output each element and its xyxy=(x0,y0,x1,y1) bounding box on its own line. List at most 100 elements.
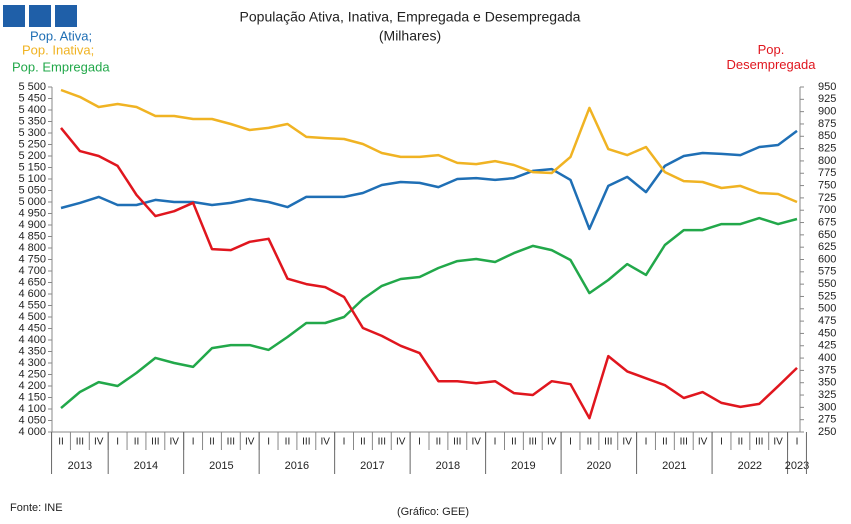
icon xyxy=(3,5,25,27)
year-label: 2015 xyxy=(209,460,233,472)
series-line xyxy=(60,127,798,420)
x-tick-label: IV xyxy=(471,437,481,448)
y-tick-label: 5 500 xyxy=(18,81,46,93)
y2-tick-label: 275 xyxy=(818,414,836,426)
y-tick-label: 4 500 xyxy=(18,311,46,323)
year-label: 2021 xyxy=(662,460,686,472)
y-tick-label: 4 450 xyxy=(18,322,46,334)
x-tick-label: II xyxy=(511,437,517,448)
y2-tick-label: 625 xyxy=(818,241,836,253)
y2-tick-label: 725 xyxy=(818,192,836,204)
y-tick-label: 5 350 xyxy=(18,115,46,127)
x-tick-label: II xyxy=(587,437,593,448)
y-tick-label: 5 050 xyxy=(18,184,46,196)
year-label: 2014 xyxy=(134,460,158,472)
y-tick-label: 4 000 xyxy=(18,426,46,438)
x-tick-label: IV xyxy=(773,437,783,448)
y-tick-label: 4 850 xyxy=(18,230,46,242)
year-label: 2018 xyxy=(436,460,460,472)
x-tick-label: IV xyxy=(320,437,330,448)
y2-tick-label: 950 xyxy=(818,81,836,93)
y2-tick-label: 650 xyxy=(818,229,836,241)
chart-subtitle: (Milhares) xyxy=(379,28,441,44)
x-tick-label: II xyxy=(738,437,744,448)
y2-tick-label: 525 xyxy=(818,290,836,302)
y-tick-label: 5 150 xyxy=(18,161,46,173)
x-tick-label: II xyxy=(662,437,668,448)
year-label: 2020 xyxy=(587,460,611,472)
y2-tick-label: 300 xyxy=(818,401,836,413)
y2-tick-label: 425 xyxy=(818,340,836,352)
x-tick-label: IV xyxy=(698,437,708,448)
legend-label: Pop. Ativa; xyxy=(30,28,92,43)
y2-tick-label: 350 xyxy=(818,377,836,389)
y2-series-label: Pop. Desempregada xyxy=(726,42,816,72)
y-tick-label: 4 800 xyxy=(18,242,46,254)
x-tick-label: II xyxy=(58,437,64,448)
y-tick-label: 4 300 xyxy=(18,357,46,369)
y2-tick-label: 875 xyxy=(818,118,836,130)
x-tick-label: I xyxy=(494,437,497,448)
y-tick-label: 4 350 xyxy=(18,345,46,357)
y-tick-label: 4 900 xyxy=(18,219,46,231)
y2-tick-label: 400 xyxy=(818,352,836,364)
chart-title: População Ativa, Inativa, Empregada e De… xyxy=(240,9,581,25)
x-tick-label: IV xyxy=(94,437,104,448)
x-tick-label: I xyxy=(267,437,270,448)
y-tick-label: 4 200 xyxy=(18,380,46,392)
x-tick-label: IV xyxy=(245,437,255,448)
x-tick-label: I xyxy=(418,437,421,448)
x-tick-label: I xyxy=(116,437,119,448)
y2-tick-label: 800 xyxy=(818,155,836,167)
y2-tick-label: 575 xyxy=(818,266,836,278)
credit: (Gráfico: GEE) xyxy=(397,506,469,518)
x-tick-label: III xyxy=(755,437,763,448)
x-tick-label: IV xyxy=(170,437,180,448)
y-tick-label: 5 300 xyxy=(18,127,46,139)
year-label: 2023 xyxy=(785,460,809,472)
year-label: 2013 xyxy=(68,460,92,472)
y-tick-label: 4 550 xyxy=(18,299,46,311)
y2-tick-label: 500 xyxy=(818,303,836,315)
x-tick-label: III xyxy=(151,437,159,448)
x-tick-label: III xyxy=(378,437,386,448)
x-tick-label: III xyxy=(680,437,688,448)
icon xyxy=(29,5,51,27)
series-line xyxy=(60,88,798,204)
x-tick-label: III xyxy=(604,437,612,448)
y-tick-label: 5 450 xyxy=(18,92,46,104)
y-tick-label: 4 100 xyxy=(18,403,46,415)
year-label: 2022 xyxy=(738,460,762,472)
x-tick-label: I xyxy=(645,437,648,448)
x-tick-label: II xyxy=(209,437,215,448)
y2-tick-label: 550 xyxy=(818,278,836,290)
series-line xyxy=(60,216,798,410)
y2-tick-label: 700 xyxy=(818,204,836,216)
x-tick-label: III xyxy=(302,437,310,448)
year-label: 2019 xyxy=(511,460,535,472)
y-tick-label: 5 250 xyxy=(18,138,46,150)
y2-tick-label: 900 xyxy=(818,106,836,118)
x-tick-label: II xyxy=(360,437,366,448)
x-tick-label: I xyxy=(720,437,723,448)
y-tick-label: 4 250 xyxy=(18,368,46,380)
x-tick-label: IV xyxy=(547,437,557,448)
y-tick-label: 4 700 xyxy=(18,265,46,277)
x-tick-label: I xyxy=(343,437,346,448)
x-tick-label: II xyxy=(436,437,442,448)
y2-tick-label: 825 xyxy=(818,143,836,155)
y2-tick-label: 475 xyxy=(818,315,836,327)
y2-tick-label: 775 xyxy=(818,167,836,179)
y-tick-label: 5 000 xyxy=(18,196,46,208)
y-tick-label: 4 950 xyxy=(18,207,46,219)
x-tick-label: III xyxy=(529,437,537,448)
legend-label: Pop. Empregada xyxy=(12,59,110,74)
y2-tick-label: 600 xyxy=(818,253,836,265)
y-tick-label: 4 600 xyxy=(18,288,46,300)
y-tick-label: 5 100 xyxy=(18,173,46,185)
x-tick-label: III xyxy=(76,437,84,448)
y2-tick-label: 675 xyxy=(818,216,836,228)
icon xyxy=(55,5,77,27)
